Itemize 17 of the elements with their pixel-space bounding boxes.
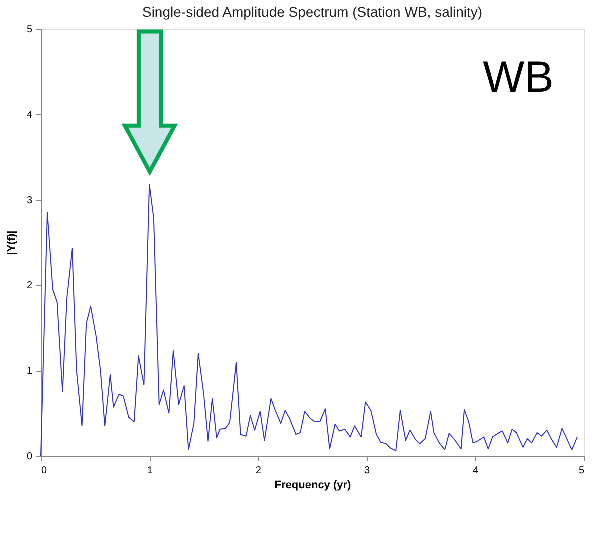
x-tick-label: 3 [364,466,371,476]
y-tick-label: 4 [26,110,33,121]
y-tick-label: 0 [26,452,33,462]
y-tick-label: 3 [26,195,33,206]
x-tick-label: 0 [42,466,48,476]
y-tick-label: 2 [26,280,33,292]
y-tick-label: 1 [26,366,33,378]
x-tick-label: 5 [578,466,585,476]
x-tick-label: 4 [473,466,480,476]
chart-title: Single-sided Amplitude Spectrum (Station WB, salinity) [142,4,483,20]
annotation: WB [483,53,554,102]
y-tick-label: 5 [26,24,33,36]
x-tick-label: 1 [147,466,154,476]
y-axis-title: |Y(f)| [6,230,18,256]
line-series [40,184,578,456]
x-axis-title: Frequency (yr) [274,480,352,492]
x-tick-label: 2 [256,466,262,476]
